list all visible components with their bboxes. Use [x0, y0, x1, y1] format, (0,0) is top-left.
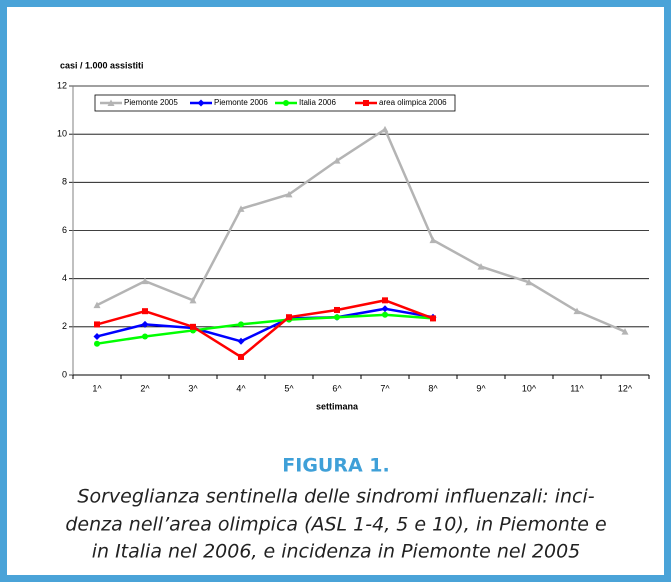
- x-tick-label: 12^: [618, 383, 633, 393]
- point: [94, 340, 100, 347]
- x-tick-label: 3^: [188, 383, 198, 393]
- x-tick-label: 5^: [284, 383, 294, 393]
- x-tick-label: 7^: [380, 383, 390, 393]
- caption-line: denza nell’area olimpica (ASL 1-4, 5 e 1…: [65, 514, 606, 536]
- x-tick-label: 8^: [428, 383, 438, 393]
- point: [286, 314, 292, 321]
- caption-label: FIGURA 1.: [282, 455, 389, 477]
- y-tick-label: 8: [62, 177, 67, 187]
- point: [238, 321, 244, 328]
- point: [93, 301, 101, 309]
- y-tick-label: 12: [57, 80, 67, 90]
- x-tick-label: 11^: [570, 383, 584, 393]
- point: [142, 333, 148, 340]
- point: [621, 328, 629, 335]
- point: [237, 205, 245, 212]
- point: [238, 353, 244, 360]
- legend-label: Piemonte 2005: [124, 98, 178, 107]
- frame-inner: [660, 7, 664, 575]
- legend-label: Piemonte 2006: [214, 98, 268, 107]
- point: [334, 314, 340, 321]
- series-line: [96, 313, 434, 345]
- y-axis-label: casi / 1.000 assistiti: [60, 60, 144, 70]
- point: [190, 323, 196, 330]
- caption-line: in Italia nel 2006, e incidenza in Piemo…: [92, 541, 581, 563]
- point: [141, 320, 149, 328]
- point: [381, 305, 389, 313]
- legend-label: area olimpica 2006: [379, 98, 447, 107]
- point: [237, 337, 245, 345]
- point: [107, 99, 115, 106]
- point: [525, 278, 533, 286]
- point: [381, 125, 389, 133]
- legend-label: Italia 2006: [299, 98, 336, 107]
- x-axis-label: settimana: [316, 401, 359, 411]
- series-line: [96, 307, 434, 343]
- point: [382, 311, 388, 318]
- series-line: [96, 299, 434, 359]
- point: [141, 277, 149, 285]
- point: [189, 296, 197, 304]
- point: [477, 263, 485, 270]
- x-tick-label: 9^: [476, 383, 486, 393]
- series-line: [96, 127, 626, 333]
- y-tick-label: 6: [62, 225, 67, 235]
- x-tick-label: 4^: [236, 383, 246, 393]
- point: [93, 332, 101, 340]
- point: [283, 100, 289, 106]
- y-tick-label: 4: [62, 273, 67, 283]
- point: [382, 297, 388, 304]
- point: [573, 307, 581, 315]
- caption-line: Sorveglianza sentinella delle sindromi i…: [77, 486, 594, 508]
- point: [333, 157, 341, 164]
- x-tick-label: 10^: [522, 383, 537, 393]
- y-tick-label: 0: [62, 369, 67, 379]
- point: [197, 99, 205, 107]
- point: [334, 306, 340, 313]
- point: [430, 315, 436, 322]
- y-tick-label: 10: [57, 129, 67, 139]
- point: [363, 100, 369, 106]
- y-tick-label: 2: [62, 321, 67, 331]
- point: [285, 190, 293, 198]
- point: [429, 236, 437, 244]
- x-tick-label: 6^: [332, 383, 342, 393]
- point: [142, 308, 148, 315]
- x-tick-label: 1^: [92, 383, 102, 393]
- x-tick-label: 2^: [140, 383, 150, 393]
- point: [94, 321, 100, 328]
